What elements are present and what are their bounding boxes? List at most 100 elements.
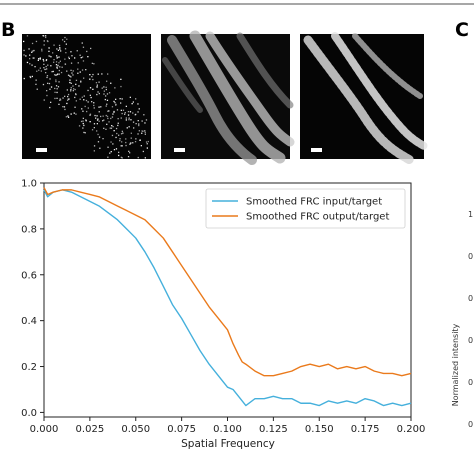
speckle-dot: [110, 141, 112, 143]
speckle-dot: [106, 103, 108, 105]
speckle-dot: [68, 98, 70, 100]
speckle-dot: [48, 47, 50, 49]
speckle-dot: [52, 52, 54, 54]
speckle-dot: [110, 117, 112, 120]
speckle-dot: [83, 77, 85, 79]
speckle-dot: [121, 157, 123, 159]
speckle-dot: [47, 82, 49, 84]
speckle-dot: [82, 122, 84, 125]
speckle-dot: [144, 130, 146, 132]
speckle-dot: [97, 73, 99, 75]
speckle-dot: [137, 133, 139, 135]
speckle-dot: [54, 74, 56, 76]
speckle-dot: [103, 127, 105, 129]
speckle-dot: [97, 91, 99, 93]
speckle-dot: [144, 131, 146, 134]
series-line-input: [43, 189, 412, 407]
speckle-dot: [26, 35, 29, 37]
speckle-dot: [142, 150, 144, 153]
speckle-dot: [103, 119, 105, 121]
speckle-dot: [107, 117, 109, 120]
speckle-dot: [115, 136, 117, 139]
speckle-dot: [104, 98, 106, 101]
speckle-dot: [93, 107, 95, 109]
speckle-dot: [113, 100, 115, 103]
speckle-dot: [58, 73, 60, 75]
input-scale-bar: [36, 148, 47, 152]
speckle-dot: [79, 98, 81, 100]
speckle-dot: [62, 39, 64, 41]
speckle-dot: [87, 101, 89, 103]
speckle-dot: [62, 106, 64, 108]
speckle-dot: [121, 130, 123, 132]
speckle-dot: [39, 58, 41, 60]
speckle-dot: [130, 137, 132, 139]
speckle-dot: [73, 112, 75, 114]
speckle-dot: [83, 95, 85, 97]
speckle-dot: [105, 114, 107, 117]
speckle-dot: [80, 81, 82, 83]
input-image-speckles: [23, 35, 149, 159]
speckle-dot: [50, 101, 52, 103]
speckle-dot: [108, 121, 110, 123]
speckle-dot: [117, 124, 119, 127]
speckle-dot: [142, 130, 144, 132]
speckle-dot: [120, 102, 122, 104]
speckle-dot: [64, 108, 66, 111]
speckle-dot: [80, 57, 82, 59]
speckle-dot: [67, 99, 69, 101]
side-tick-0: 1: [468, 210, 473, 219]
speckle-dot: [69, 79, 71, 81]
speckle-dot: [59, 48, 61, 50]
speckle-dot: [138, 123, 140, 125]
speckle-dot: [93, 104, 95, 107]
speckle-dot: [120, 109, 122, 111]
speckle-dot: [29, 63, 31, 65]
speckle-dot: [132, 112, 134, 114]
speckle-dot: [114, 87, 116, 89]
legend-label-output: Smoothed FRC output/target: [246, 212, 389, 223]
speckle-dot: [38, 58, 40, 60]
speckle-dot: [113, 149, 116, 151]
speckle-dot: [93, 150, 95, 152]
target-scale-bar: [174, 148, 185, 152]
output-scale-bar: [311, 148, 322, 152]
speckle-dot: [70, 51, 72, 53]
speckle-dot: [65, 43, 67, 45]
speckle-dot: [45, 72, 47, 74]
speckle-dot: [129, 143, 131, 145]
speckle-dot: [110, 127, 113, 129]
speckle-dot: [70, 87, 72, 89]
speckle-dot: [70, 82, 72, 84]
speckle-dot: [128, 150, 130, 152]
speckle-dot: [23, 54, 25, 56]
speckle-dot: [111, 116, 114, 118]
speckle-dot: [118, 154, 120, 157]
speckle-dot: [120, 78, 122, 80]
speckle-dot: [93, 123, 96, 125]
speckle-dot: [31, 75, 33, 78]
speckle-dot: [137, 156, 139, 159]
speckle-dot: [116, 109, 119, 111]
speckle-dot: [108, 110, 110, 112]
speckle-dot: [56, 66, 58, 68]
speckle-dot: [43, 63, 45, 65]
speckle-dot: [93, 127, 95, 129]
speckle-dot: [25, 55, 27, 57]
speckle-dot: [131, 103, 133, 105]
speckle-dot: [66, 70, 68, 72]
speckle-dot: [87, 56, 89, 58]
speckle-dot: [75, 93, 77, 96]
side-tick-5: 0: [468, 420, 473, 429]
speckle-dot: [72, 85, 74, 87]
speckle-dot: [59, 99, 61, 101]
speckle-dot: [57, 73, 59, 75]
speckle-dot: [37, 59, 39, 61]
speckle-dot: [143, 114, 145, 116]
speckle-dot: [124, 112, 126, 114]
speckle-dot: [116, 132, 118, 135]
speckle-dot: [45, 59, 48, 61]
speckle-dot: [47, 40, 49, 43]
speckle-dot: [85, 99, 88, 102]
